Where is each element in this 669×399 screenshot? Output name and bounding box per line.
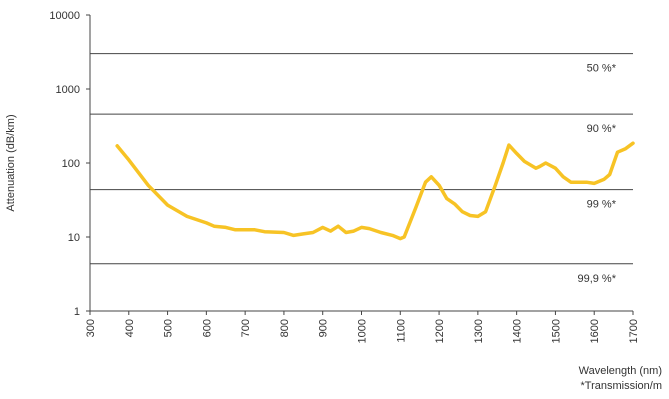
x-tick-label: 900 [318, 319, 330, 337]
x-tick-label: 400 [124, 319, 136, 337]
x-tick-label: 1300 [473, 319, 485, 343]
y-tick-label: 1000 [56, 84, 80, 96]
reference-label: 99 %* [587, 199, 617, 211]
reference-label: 90 %* [587, 123, 617, 135]
x-tick-label: 1400 [512, 319, 524, 343]
y-tick-label: 10000 [49, 10, 80, 22]
x-tick-label: 1100 [395, 319, 407, 343]
y-tick-label: 10 [68, 232, 80, 244]
x-tick-label: 300 [85, 319, 97, 337]
x-tick-label: 500 [163, 319, 175, 337]
reference-label: 99,9 %* [577, 273, 616, 285]
y-axis-title: Attenuation (dB/km) [5, 114, 17, 211]
x-tick-label: 700 [240, 319, 252, 337]
x-tick-label: 1500 [550, 319, 562, 343]
y-tick-label: 1 [74, 306, 80, 318]
x-tick-label: 1000 [357, 319, 369, 343]
y-tick-label: 100 [62, 158, 80, 170]
x-tick-label: 600 [201, 319, 213, 337]
reference-label: 50 %* [587, 63, 617, 75]
x-axis-title: Wavelength (nm) [579, 365, 662, 377]
x-tick-label: 1700 [628, 319, 640, 343]
x-tick-label: 800 [279, 319, 291, 337]
x-tick-label: 1600 [589, 319, 601, 343]
note: *Transmission/m [581, 380, 663, 392]
x-tick-label: 1200 [434, 319, 446, 343]
data-line [115, 141, 635, 241]
